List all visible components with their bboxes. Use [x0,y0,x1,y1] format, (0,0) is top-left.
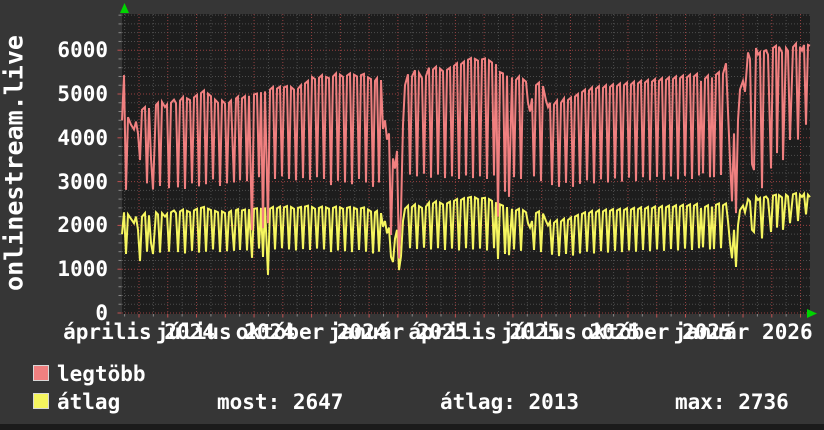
y-tick-label: 4000 [57,125,108,150]
legend-swatch-max [33,365,49,381]
stat-atlag: átlag: 2013 [440,390,580,414]
x-tick-label: január 2026 [673,320,813,344]
x-tick-label: április 2024 [63,320,215,344]
y-tick-label: 3000 [57,169,108,194]
bottom-edge [0,424,824,430]
legend-label-avg: átlag [57,390,121,414]
legend-swatch-avg [33,393,49,409]
y-tick-label: 6000 [57,38,108,63]
series-átlag [121,191,811,275]
x-tick-label: október 2024 [235,320,388,344]
x-tick-label: április 2025 [408,320,561,344]
x-tick-label: július 2025 [500,320,641,344]
y-tick-label: 0 [95,301,108,325]
y-tick-label: 1000 [57,257,108,282]
y-tick-label: 5000 [57,82,108,106]
y-axis-title: onlinestream.live [0,35,29,291]
stat-max: max: 2736 [675,390,789,414]
stat-most: most: 2647 [217,390,344,414]
axis-arrow-icon [120,3,129,13]
x-tick-label: október 2025 [580,320,733,344]
series-legtöbb [121,40,811,259]
x-tick-label: január 2025 [328,320,468,344]
x-tick-label: július 2024 [155,320,295,344]
y-tick-label: 2000 [57,213,108,238]
axis-arrow-icon [807,309,817,318]
legend-label-max: legtöbb [57,362,146,386]
